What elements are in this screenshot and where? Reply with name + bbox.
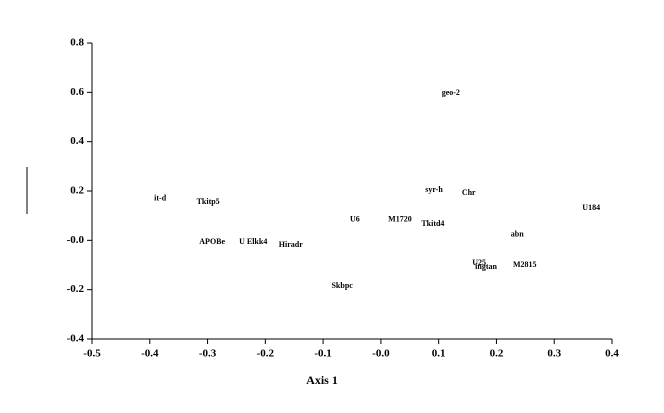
x-axis-title: Axis 1 xyxy=(306,373,338,387)
point-label: APOBe xyxy=(199,237,225,246)
x-tick-label: -0.1 xyxy=(314,348,331,360)
point-label: U184 xyxy=(582,203,600,212)
x-tick-label: 0.4 xyxy=(605,348,619,360)
point-label: U6 xyxy=(350,215,360,224)
y-tick-label: 0.2 xyxy=(70,185,84,197)
point-label: Hiradr xyxy=(279,240,303,249)
x-tick-label: -0.3 xyxy=(199,348,217,360)
x-tick-label: -0.2 xyxy=(257,348,275,360)
point-label: Tkitd4 xyxy=(421,219,444,228)
point-label: U25 xyxy=(472,258,486,267)
y-tick-label: 0.8 xyxy=(70,37,84,49)
point-label: ingtan xyxy=(475,262,497,271)
y-tick-label: -0.0 xyxy=(67,234,85,246)
point-label: Tkitp5 xyxy=(197,197,220,206)
point-label: Chr xyxy=(462,188,476,197)
x-tick-label: -0.0 xyxy=(372,348,390,360)
y-tick-label: 0.6 xyxy=(70,86,84,98)
point-label: geo-2 xyxy=(442,88,460,97)
x-tick-label: 0.1 xyxy=(432,348,446,360)
point-label: Skbpc xyxy=(331,281,353,290)
y-tick-label: -0.2 xyxy=(67,283,85,295)
point-label: U Elkk4 xyxy=(239,237,267,246)
point-label: syr-h xyxy=(425,185,443,194)
point-label: M1720 xyxy=(388,215,412,224)
point-label: M2815 xyxy=(513,260,537,269)
x-tick-label: -0.5 xyxy=(83,348,101,360)
point-label: it-d xyxy=(154,194,167,203)
x-tick-label: -0.4 xyxy=(141,348,159,360)
x-tick-label: 0.3 xyxy=(547,348,561,360)
y-tick-label: 0.4 xyxy=(70,135,84,147)
x-tick-label: 0.2 xyxy=(490,348,504,360)
point-label: abn xyxy=(511,230,524,239)
y-tick-label: -0.4 xyxy=(67,333,85,345)
